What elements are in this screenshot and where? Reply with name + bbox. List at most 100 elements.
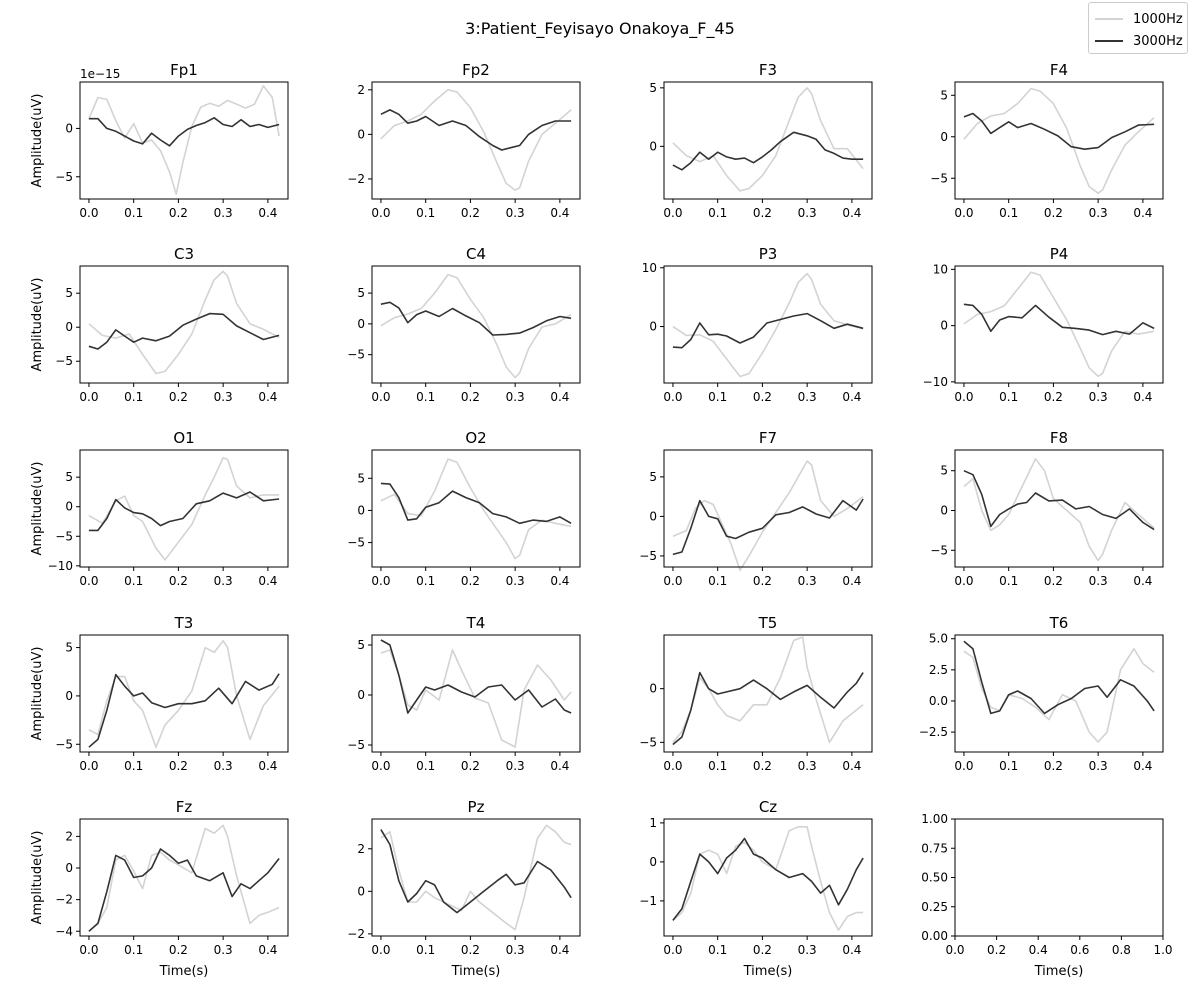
axes-frame-t3 xyxy=(79,634,289,753)
x-tick-label-p4: 0.0 xyxy=(954,390,973,404)
y-tick-label-t4: −5 xyxy=(347,738,365,752)
y-tick-label-cz: 0 xyxy=(649,855,657,869)
y-tick-label-fz: 2 xyxy=(65,829,73,843)
legend-swatch-1000hz xyxy=(1095,18,1123,20)
legend-swatch-3000hz xyxy=(1095,40,1123,42)
subplot-f7: F7 0.0 0.1 0.2 0.3 0.4 −5 0 5 xyxy=(639,429,873,588)
y-tick-label-c4: −5 xyxy=(347,348,365,362)
y-tick-label-f8: −5 xyxy=(930,543,948,557)
subplot-title-t3: T3 xyxy=(174,614,194,632)
series-line-1000hz-p3 xyxy=(672,272,864,378)
x-tick-label-f7: 0.0 xyxy=(663,574,682,588)
x-tick-label-t5: 0.3 xyxy=(798,759,817,773)
x-tick-label-o2: 0.4 xyxy=(550,574,569,588)
y-tick-label-t4: 5 xyxy=(357,638,365,652)
figure-title: 3:Patient_Feyisayo Onakoya_F_45 xyxy=(465,19,735,39)
x-tick-label-o1: 0.4 xyxy=(258,574,277,588)
x-tick-label-t4: 0.2 xyxy=(461,759,480,773)
legend-label-1000hz: 1000Hz xyxy=(1133,11,1183,27)
series-line-1000hz-f7 xyxy=(672,460,864,572)
series-line-1000hz-o1 xyxy=(88,456,280,561)
series-line-3000hz-o1 xyxy=(88,491,280,532)
x-tick-label-fp1: 0.2 xyxy=(169,206,188,220)
x-tick-label-empty: 0.6 xyxy=(1070,943,1089,957)
series-line-1000hz-o2 xyxy=(380,458,572,560)
x-tick-label-t4: 0.1 xyxy=(416,759,435,773)
series-line-3000hz-t4 xyxy=(380,639,572,714)
y-tick-label-c4: 5 xyxy=(357,286,365,300)
y-tick-label-empty: 0.75 xyxy=(921,841,948,855)
y-axis-label-o1: Amplitude(uV) xyxy=(30,462,45,556)
subplot-pz: Pz 0.0 0.1 0.2 0.3 0.4 −2 0 2 Time(s) xyxy=(347,798,581,979)
y-tick-label-c3: −5 xyxy=(55,354,73,368)
subplot-title-fp2: Fp2 xyxy=(462,61,490,79)
y-tick-label-empty: 0.25 xyxy=(921,900,948,914)
x-tick-label-f8: 0.4 xyxy=(1133,574,1152,588)
x-tick-label-pz: 0.4 xyxy=(550,943,569,957)
axes-frame-t6 xyxy=(954,634,1164,753)
x-tick-label-o2: 0.0 xyxy=(371,574,390,588)
series-line-1000hz-p4 xyxy=(963,271,1155,378)
series-line-3000hz-p3 xyxy=(672,312,864,349)
x-tick-label-f3: 0.1 xyxy=(708,206,727,220)
y-tick-label-t6: 2.5 xyxy=(929,663,948,677)
subplot-title-c4: C4 xyxy=(466,245,486,263)
series-line-1000hz-t6 xyxy=(963,647,1155,743)
series-line-3000hz-t5 xyxy=(672,671,864,746)
x-tick-label-f8: 0.0 xyxy=(954,574,973,588)
x-tick-label-t3: 0.2 xyxy=(169,759,188,773)
y-tick-label-f4: 0 xyxy=(940,130,948,144)
x-tick-label-t6: 0.1 xyxy=(999,759,1018,773)
y-tick-label-f7: 5 xyxy=(649,470,657,484)
x-tick-label-c3: 0.3 xyxy=(214,390,233,404)
y-axis-label-t3: Amplitude(uV) xyxy=(30,647,45,741)
x-tick-label-f7: 0.4 xyxy=(842,574,861,588)
subplot-o1: O1 0.0 0.1 0.2 0.3 0.4 −10 −5 0 5 Amplitude(uV) xyxy=(30,429,289,588)
axis-offset-label-fp1: 1e−15 xyxy=(80,67,120,81)
x-tick-label-t3: 0.3 xyxy=(214,759,233,773)
x-tick-label-t6: 0.0 xyxy=(954,759,973,773)
x-tick-label-f7: 0.3 xyxy=(798,574,817,588)
y-tick-label-o1: 5 xyxy=(65,470,73,484)
x-tick-label-t3: 0.0 xyxy=(79,759,98,773)
y-tick-label-f8: 0 xyxy=(940,503,948,517)
subplot-f8: F8 0.0 0.1 0.2 0.3 0.4 −5 0 5 xyxy=(930,429,1164,588)
y-axis-label-c3: Amplitude(uV) xyxy=(30,278,45,372)
x-tick-label-pz: 0.2 xyxy=(461,943,480,957)
y-tick-label-o1: 0 xyxy=(65,500,73,514)
x-tick-label-cz: 0.0 xyxy=(663,943,682,957)
subplot-empty: 0.0 0.2 0.4 0.6 0.8 1.0 0.00 0.25 0.50 0.75 1.00 Ti… xyxy=(921,812,1172,979)
subplot-title-o1: O1 xyxy=(173,429,194,447)
series-line-1000hz-t5 xyxy=(672,636,864,744)
x-tick-label-f8: 0.3 xyxy=(1089,574,1108,588)
axes-frame-f4 xyxy=(954,81,1164,200)
x-tick-label-o1: 0.2 xyxy=(169,574,188,588)
axes-frame-c3 xyxy=(79,265,289,384)
series-line-3000hz-c3 xyxy=(88,312,280,350)
series-line-1000hz-c3 xyxy=(88,270,280,375)
x-tick-label-c4: 0.0 xyxy=(371,390,390,404)
y-tick-label-fp1: −5 xyxy=(55,170,73,184)
subplot-f4: F4 0.0 0.1 0.2 0.3 0.4 −5 0 5 xyxy=(930,61,1164,220)
y-tick-label-empty: 0.50 xyxy=(921,871,948,885)
x-tick-label-t5: 0.2 xyxy=(753,759,772,773)
x-tick-label-f3: 0.2 xyxy=(753,206,772,220)
axes-frame-fp2 xyxy=(371,81,581,200)
series-line-3000hz-fz xyxy=(88,848,280,932)
x-tick-label-c3: 0.2 xyxy=(169,390,188,404)
x-tick-label-c3: 0.1 xyxy=(124,390,143,404)
y-tick-label-f4: 5 xyxy=(940,88,948,102)
y-tick-label-f3: 5 xyxy=(649,81,657,95)
axes-frame-pz xyxy=(371,818,581,937)
y-tick-label-cz: −1 xyxy=(639,894,657,908)
axes-frame-t5 xyxy=(663,634,873,753)
legend-item-3000hz: 3000Hz xyxy=(1095,31,1183,51)
x-tick-label-f4: 0.3 xyxy=(1089,206,1108,220)
x-tick-label-c4: 0.4 xyxy=(550,390,569,404)
x-tick-label-cz: 0.1 xyxy=(708,943,727,957)
x-tick-label-fp2: 0.3 xyxy=(506,206,525,220)
x-tick-label-p4: 0.4 xyxy=(1133,390,1152,404)
y-tick-label-c3: 0 xyxy=(65,320,73,334)
subplot-c3: C3 0.0 0.1 0.2 0.3 0.4 −5 0 5 Amplitude(uV) xyxy=(30,245,289,404)
x-tick-label-fp2: 0.4 xyxy=(550,206,569,220)
